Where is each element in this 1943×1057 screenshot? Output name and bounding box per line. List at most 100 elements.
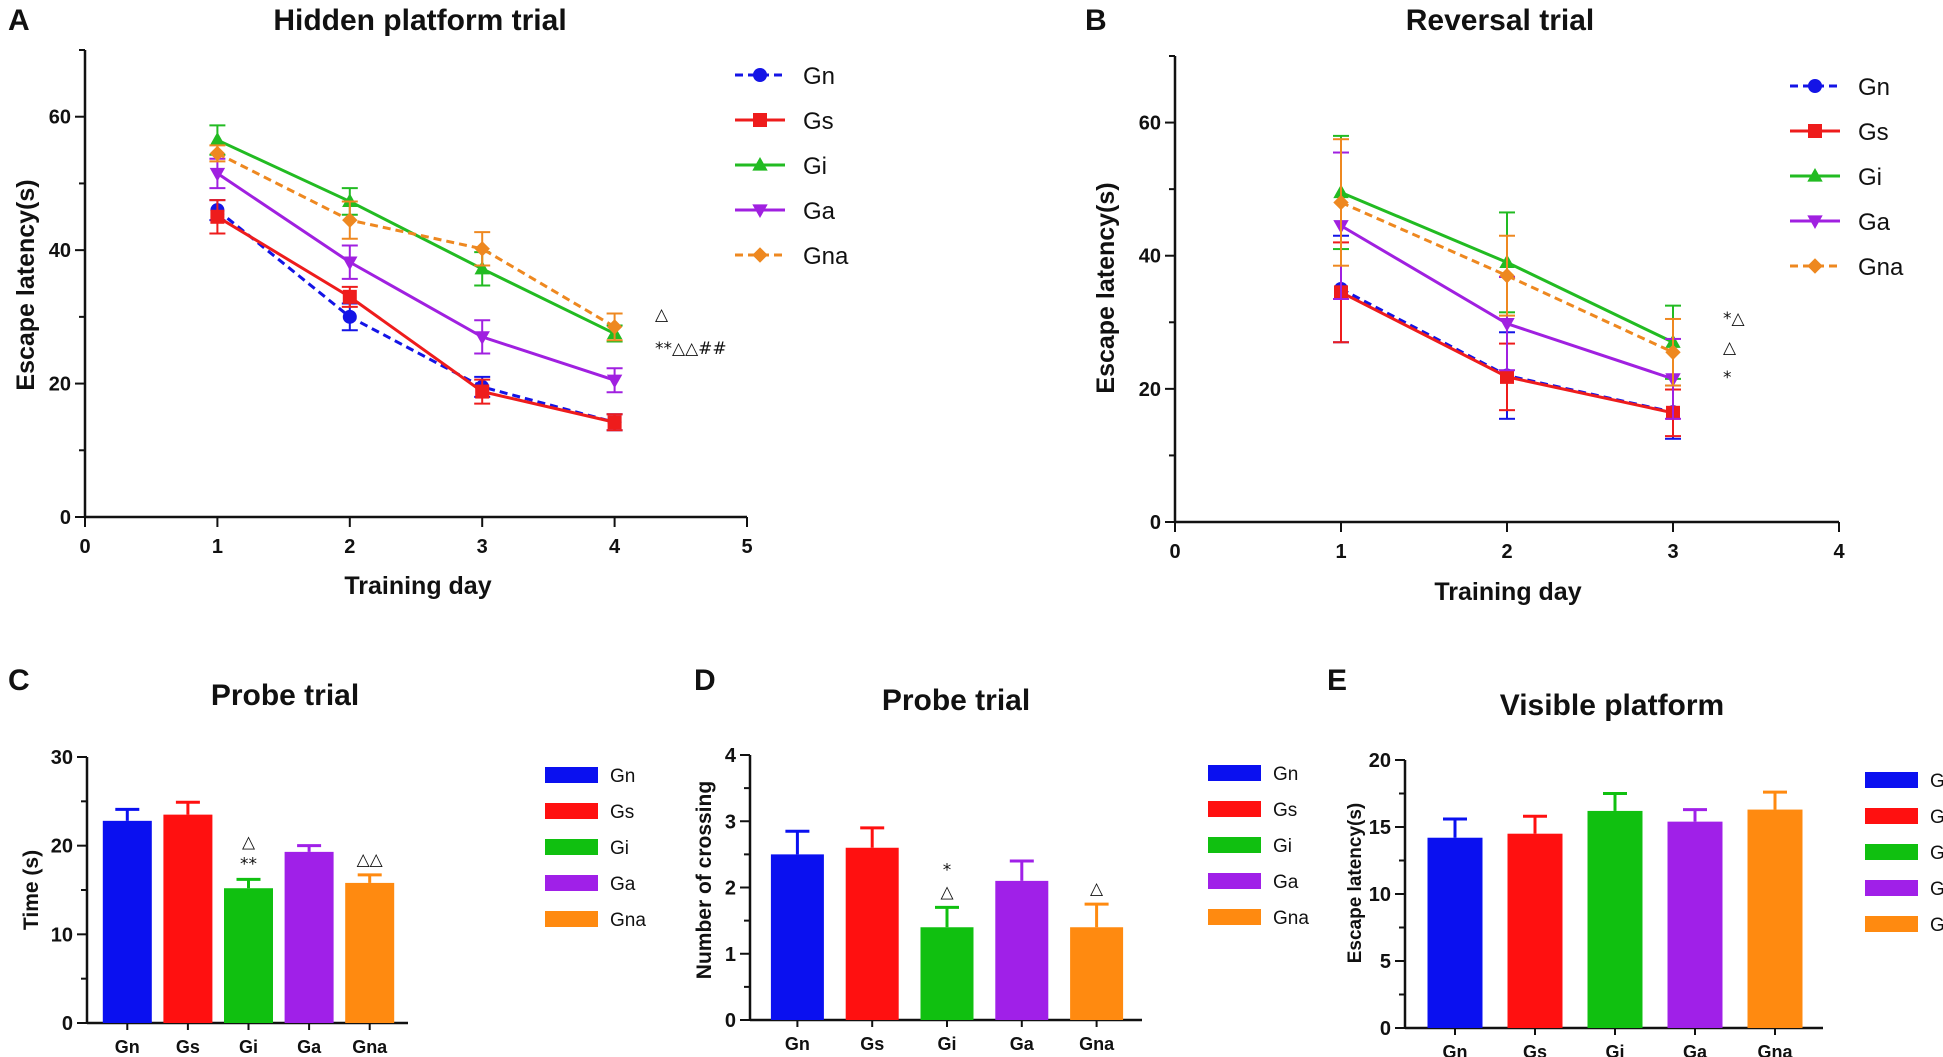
legend-swatch <box>1208 801 1261 817</box>
panel-d: D Probe trial 0 1 2 3 4 Number of crossing Gn Gn G… <box>693 664 1309 1054</box>
y-tick-label: 10 <box>1369 884 1391 906</box>
legend-swatch <box>1208 837 1261 853</box>
data-point <box>342 289 357 304</box>
bar-gi <box>920 927 974 1020</box>
bar-gn <box>770 854 824 1020</box>
data-point <box>1499 267 1515 284</box>
data-point <box>474 331 490 345</box>
legend-label: Gn <box>610 766 635 787</box>
y-tick-label: 0 <box>1380 1018 1391 1040</box>
legend-label: Gi <box>1273 836 1292 857</box>
y-tick-label: 30 <box>51 747 73 769</box>
x-tick-label: Gn <box>1443 1042 1468 1057</box>
legend-label: Gna <box>803 243 849 270</box>
panel-letter: C <box>8 664 30 697</box>
legend-label: Gna <box>1858 254 1904 281</box>
significance-annotation: △ <box>242 832 256 852</box>
x-tick-label: 5 <box>741 536 752 558</box>
panel-letter: B <box>1085 4 1107 37</box>
legend-label: Ga <box>610 874 636 895</box>
chart-title: Visible platform <box>1500 689 1725 722</box>
legend-label: Ga <box>1930 879 1943 900</box>
data-point <box>342 212 358 228</box>
x-tick-label: Gn <box>115 1037 140 1057</box>
bar-ga <box>1667 821 1723 1028</box>
x-tick-label: Gn <box>785 1034 810 1054</box>
legend-swatch <box>1865 808 1918 824</box>
y-tick-label: 0 <box>62 1013 73 1035</box>
series-line <box>216 208 615 424</box>
bar-gi <box>1587 810 1643 1028</box>
y-axis-label: Number of crossing <box>693 781 716 979</box>
bar-gi <box>224 888 273 1023</box>
significance-annotation: △△ <box>357 850 384 870</box>
y-axis-label: Escape latency(s) <box>1345 803 1366 964</box>
significance-annotation: *△ <box>1723 309 1746 329</box>
legend-label: Ga <box>1273 872 1299 893</box>
series-gs <box>209 199 623 432</box>
series-line <box>216 152 616 329</box>
legend-swatch <box>545 911 598 927</box>
y-tick-label: 20 <box>1139 379 1161 401</box>
x-tick-label: Gs <box>176 1037 200 1057</box>
data-point <box>1333 194 1349 211</box>
x-tick-label: 4 <box>609 536 621 558</box>
legend-label: Gs <box>1930 807 1943 828</box>
data-point <box>607 415 622 430</box>
x-tick-label: 4 <box>1833 541 1845 563</box>
legend-marker <box>1807 215 1823 230</box>
chart-title: Probe trial <box>211 679 359 712</box>
legend-label: Gi <box>610 838 629 859</box>
y-tick-label: 60 <box>1139 113 1161 135</box>
y-tick-label: 0 <box>60 507 71 529</box>
x-tick-label: Gs <box>860 1034 884 1054</box>
legend-label: Gn <box>803 63 835 90</box>
significance-annotation: △ <box>1723 338 1737 358</box>
legend-label: Gi <box>1930 843 1943 864</box>
legend-label: Gi <box>803 153 827 180</box>
significance-annotation: △ <box>940 882 954 902</box>
panel-b: B Reversal trial 0 20 40 60 Escape latency(s) 0… <box>1085 4 1904 606</box>
x-axis-label: Training day <box>1434 578 1581 606</box>
x-tick-label: 2 <box>344 536 355 558</box>
series-ga <box>209 157 623 394</box>
data-point <box>606 319 623 335</box>
x-axis-label: Training day <box>344 572 491 600</box>
bar-gs <box>163 814 213 1023</box>
series-gna <box>209 144 623 342</box>
legend-label: Gna <box>610 910 646 931</box>
x-tick-label: Gi <box>239 1037 258 1057</box>
y-axis-label: Escape latency(s) <box>12 179 40 390</box>
legend-label: Gs <box>1273 800 1297 821</box>
y-tick-label: 2 <box>725 878 736 900</box>
x-tick-label: 0 <box>79 536 90 558</box>
y-tick-label: 20 <box>49 374 71 396</box>
bar-gna <box>1070 927 1124 1020</box>
bar-gs <box>845 847 899 1020</box>
x-tick-label: Gi <box>937 1034 956 1054</box>
legend-swatch <box>545 875 598 891</box>
series-line <box>216 172 616 382</box>
y-tick-label: 0 <box>725 1010 736 1032</box>
panel-e: E Visible platform 0 5 10 15 20 Escape latency(… <box>1327 664 1943 1057</box>
legend-marker <box>752 247 768 263</box>
legend-label: Gn <box>1930 771 1943 792</box>
data-point <box>342 309 357 324</box>
data-point <box>474 260 490 275</box>
series-line <box>216 215 615 424</box>
panel-letter: E <box>1327 664 1347 697</box>
panel-c: C Probe trial 0 10 20 30 Time (s) Gn Gn Gs Gs Gi Gi G… <box>8 664 646 1057</box>
data-point <box>1665 344 1681 360</box>
bar-gn <box>102 820 152 1023</box>
legend-swatch <box>545 839 598 855</box>
data-point <box>606 374 623 389</box>
y-axis-label: Time (s) <box>20 850 43 930</box>
x-tick-label: Gna <box>352 1037 388 1057</box>
legend-label: Gn <box>1273 764 1298 785</box>
y-tick-label: 40 <box>49 240 71 262</box>
legend-swatch <box>1208 909 1261 925</box>
legend-label: Gna <box>1273 908 1309 929</box>
y-axis-label: Escape latency(s) <box>1092 182 1120 393</box>
chart-title: Probe trial <box>882 684 1030 717</box>
